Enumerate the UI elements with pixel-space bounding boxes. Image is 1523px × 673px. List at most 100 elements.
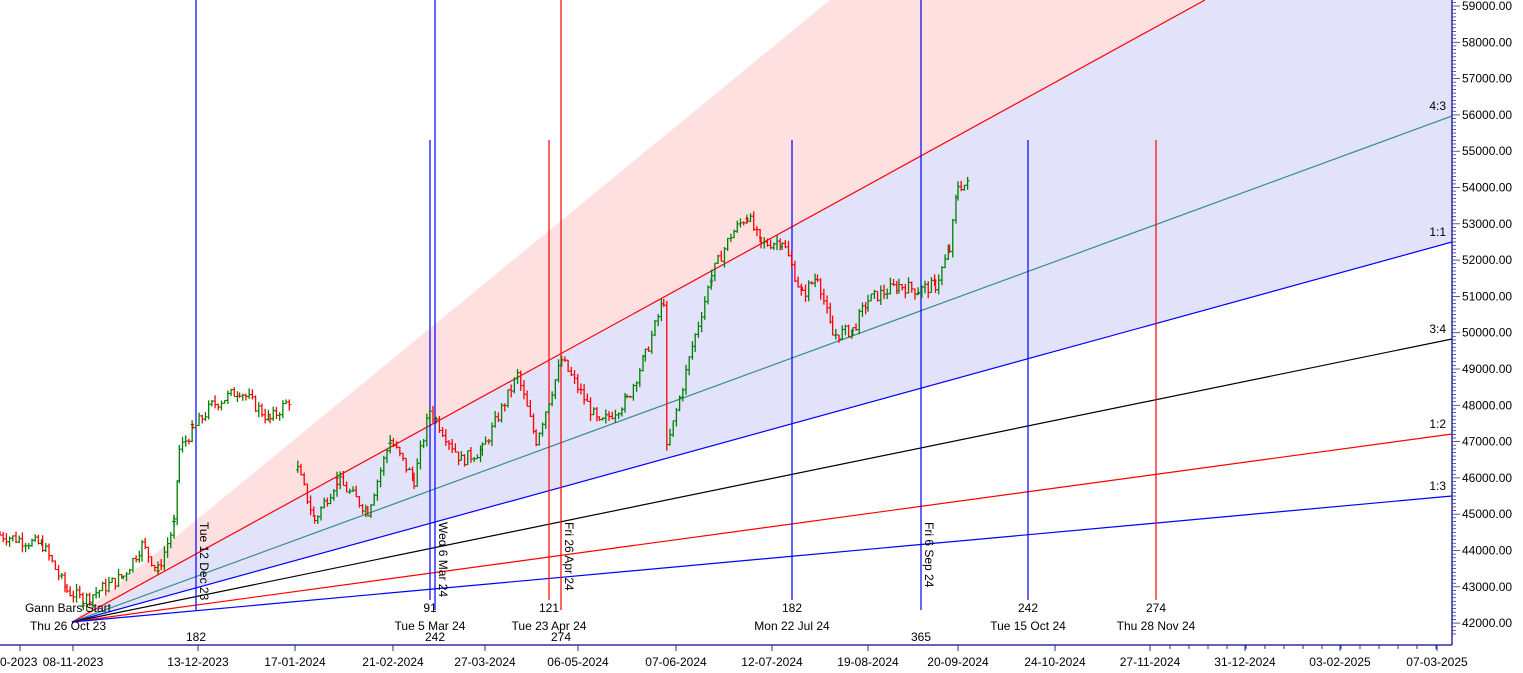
date-tick-label: 0-2023 — [0, 655, 38, 669]
price-bar — [68, 586, 73, 597]
gann-line-1x2 — [71, 433, 1452, 623]
day-cycle-count: 274 — [551, 630, 571, 644]
gann-line-label: 4:3 — [1429, 99, 1446, 113]
price-bar — [74, 583, 79, 603]
date-axis[interactable]: 0-2023 08-11-2023 13-12-2023 17-01-2024 21-0… — [0, 644, 1468, 669]
price-tick-label: 48000.00 — [1462, 398, 1512, 412]
price-tick-label: 57000.00 — [1462, 72, 1512, 86]
date-tick-label: 27-03-2024 — [454, 655, 516, 669]
date-tick-label: 21-02-2024 — [362, 655, 424, 669]
gann-line-1x3 — [71, 495, 1452, 623]
price-bar — [247, 388, 252, 399]
price-bar — [56, 565, 61, 581]
price-bar — [287, 399, 292, 411]
gann-start-label: Gann Bars Start — [25, 601, 112, 615]
price-bar — [77, 585, 82, 599]
date-tick-label: 19-08-2024 — [837, 655, 899, 669]
date-tick-label: 07-03-2025 — [1406, 655, 1468, 669]
price-bar — [271, 406, 276, 421]
bar-cycle-count: 182 — [782, 601, 802, 615]
bar-cycle-count: 91 — [423, 601, 437, 615]
price-bar — [172, 514, 176, 527]
date-tick-label: 27-11-2024 — [1120, 655, 1181, 669]
price-bar — [30, 538, 34, 547]
price-bar — [243, 393, 248, 401]
price-bar — [253, 395, 258, 412]
price-axis[interactable]: 59000.00 58000.00 57000.00 56000.00 55000.00… — [1451, 0, 1512, 645]
price-bar — [43, 543, 48, 552]
price-bar — [965, 176, 970, 190]
date-tick-label: 03-02-2025 — [1309, 655, 1371, 669]
bar-cycle-date: Thu 28 Nov 24 — [1117, 619, 1196, 633]
price-bar — [175, 480, 180, 526]
price-bar — [1, 532, 6, 543]
price-bar — [213, 395, 218, 409]
price-tick-label: 43000.00 — [1462, 580, 1512, 594]
date-tick-label: 17-01-2024 — [264, 655, 326, 669]
price-bar — [280, 400, 285, 419]
price-bar — [232, 387, 237, 397]
price-tick-label: 47000.00 — [1462, 435, 1512, 449]
price-bar — [274, 407, 279, 420]
price-tick-label: 58000.00 — [1462, 35, 1512, 49]
day-cycle-count: 182 — [186, 630, 206, 644]
gann-start-date: Thu 26 Oct 23 — [30, 619, 106, 633]
price-tick-label: 45000.00 — [1462, 507, 1512, 521]
date-tick-label: 12-07-2024 — [741, 655, 803, 669]
price-bar — [235, 391, 240, 403]
day-cycle-count: 365 — [911, 630, 931, 644]
date-tick-label: 07-06-2024 — [645, 655, 707, 669]
day-cycle-date: Fri 6 Sep 24 — [922, 522, 936, 588]
gann-line-label: 1:3 — [1429, 479, 1446, 493]
day-cycle-date: Wed 6 Mar 24 — [436, 522, 450, 597]
price-bar — [59, 572, 64, 579]
bar-cycle-count: 274 — [1146, 601, 1166, 615]
price-bar — [250, 389, 255, 400]
gann-line-4x3 — [71, 115, 1452, 623]
bar-cycle-count: 121 — [539, 601, 559, 615]
bar-cycle-date: Tue 23 Apr 24 — [512, 619, 587, 633]
price-tick-label: 51000.00 — [1462, 289, 1512, 303]
price-bar — [20, 532, 25, 553]
gann-line-label: 1:2 — [1429, 417, 1446, 431]
plot-area[interactable] — [0, 0, 1452, 623]
gann-line-label: 1:1 — [1429, 225, 1446, 239]
price-bar — [14, 531, 18, 544]
price-bar — [17, 535, 22, 544]
price-bar — [33, 534, 38, 542]
price-bar — [140, 539, 144, 562]
price-tick-label: 49000.00 — [1462, 362, 1512, 376]
price-tick-label: 46000.00 — [1462, 471, 1512, 485]
price-tick-label: 55000.00 — [1462, 144, 1512, 158]
bar-cycle-date: Mon 22 Jul 24 — [754, 619, 830, 633]
price-bar — [180, 436, 185, 453]
price-bar — [103, 578, 108, 596]
bar-cycle-date: Tue 5 Mar 24 — [395, 619, 466, 633]
date-tick-label: 13-12-2023 — [167, 655, 229, 669]
date-tick-label: 31-12-2024 — [1214, 655, 1276, 669]
day-cycle-count: 242 — [425, 630, 445, 644]
gann-line-2x1 — [71, 0, 1206, 623]
price-bar — [137, 550, 142, 563]
price-bar — [277, 412, 282, 421]
bar-cycle-date: Tue 15 Oct 24 — [990, 619, 1066, 633]
price-tick-label: 50000.00 — [1462, 326, 1512, 340]
price-bar — [134, 555, 139, 563]
price-bar — [237, 392, 242, 398]
day-cycle-date: Tue 12 Dec 23 — [197, 522, 211, 601]
price-bar — [106, 576, 111, 593]
date-tick-label: 24-10-2024 — [1024, 655, 1086, 669]
price-bar — [206, 400, 211, 420]
price-bar — [47, 543, 52, 561]
price-tick-label: 56000.00 — [1462, 108, 1512, 122]
price-tick-label: 53000.00 — [1462, 217, 1512, 231]
price-bar — [130, 557, 135, 573]
price-tick-label: 42000.00 — [1462, 616, 1512, 630]
price-bar — [53, 560, 58, 571]
price-bar — [219, 400, 224, 411]
price-bar — [197, 412, 202, 427]
price-bar — [4, 533, 9, 546]
price-tick-label: 44000.00 — [1462, 544, 1512, 558]
date-tick-label: 06-05-2024 — [547, 655, 609, 669]
